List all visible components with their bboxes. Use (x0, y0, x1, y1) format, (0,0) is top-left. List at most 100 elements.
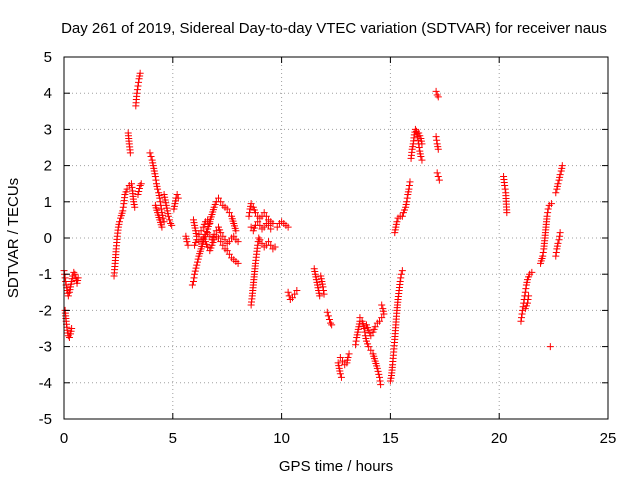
data-point (378, 314, 386, 322)
data-point (393, 218, 401, 226)
data-point (556, 232, 564, 240)
data-point (160, 218, 168, 226)
data-point (133, 89, 141, 97)
data-point (234, 259, 242, 267)
data-point (433, 136, 441, 144)
data-point (371, 323, 379, 331)
data-point (157, 205, 165, 213)
data-point (74, 274, 82, 282)
data-point (336, 370, 344, 378)
data-point (518, 314, 526, 322)
data-point (503, 209, 511, 217)
data-point (265, 238, 273, 246)
data-point (156, 198, 164, 206)
data-point (204, 229, 212, 237)
data-point (269, 220, 277, 228)
data-point (71, 270, 79, 278)
y-tick-label: -2 (39, 302, 52, 319)
data-point (115, 218, 123, 226)
data-point (522, 285, 530, 293)
data-point (554, 239, 562, 247)
data-point (156, 194, 164, 202)
data-point (417, 153, 425, 161)
data-point (396, 277, 404, 285)
data-point (336, 353, 344, 361)
data-point (339, 357, 347, 365)
y-tick-label: -4 (39, 375, 52, 392)
data-point (206, 220, 214, 228)
data-point (254, 218, 262, 226)
data-point (197, 227, 205, 235)
data-point (373, 364, 381, 372)
data-point (134, 82, 142, 90)
data-point (398, 267, 406, 275)
data-point (189, 277, 197, 285)
data-point (397, 270, 405, 278)
axis-ticks: 0 5 10 15 20 25 -5 -4 -3 -2 -1 0 1 2 3 4 5 (39, 49, 617, 447)
data-point (547, 200, 555, 208)
data-point (190, 274, 198, 282)
data-point (543, 212, 551, 220)
data-point (119, 203, 127, 211)
data-point (403, 198, 411, 206)
data-point (337, 373, 345, 381)
data-point (262, 212, 270, 220)
y-tick-label: 3 (44, 121, 52, 138)
data-point (558, 162, 566, 170)
x-tick-label: 15 (382, 430, 399, 447)
y-tick-label: 0 (44, 230, 52, 247)
data-point (167, 220, 175, 228)
data-point (136, 69, 144, 77)
data-point (260, 223, 268, 231)
data-point (435, 176, 443, 184)
y-tick-label: -3 (39, 339, 52, 356)
data-point (135, 188, 143, 196)
data-point (552, 252, 560, 260)
data-point (225, 250, 233, 258)
data-point (206, 232, 214, 240)
data-point (225, 209, 233, 217)
data-point (191, 270, 199, 278)
data-point (136, 182, 144, 190)
data-point (188, 281, 196, 289)
data-point (367, 346, 375, 354)
data-point (260, 209, 268, 217)
data-point (204, 216, 212, 224)
data-point (345, 350, 353, 358)
data-point (225, 238, 233, 246)
data-point (434, 145, 442, 153)
data-point (192, 264, 200, 272)
data-point (245, 212, 253, 220)
data-point (135, 185, 143, 193)
data-point (501, 182, 509, 190)
data-point (525, 292, 533, 300)
data-point (552, 248, 560, 256)
data-point (267, 241, 275, 249)
data-point (360, 325, 368, 332)
data-point (284, 223, 292, 231)
data-point (256, 236, 264, 244)
data-point (164, 212, 172, 220)
data-point (556, 171, 564, 179)
y-axis-label: SDTVAR / TECUs (5, 178, 22, 298)
data-point (434, 172, 442, 180)
data-point (433, 91, 441, 99)
data-point (254, 238, 262, 246)
data-point (159, 214, 167, 222)
x-tick-label: 10 (273, 430, 290, 447)
data-point (62, 277, 70, 285)
data-point (316, 292, 324, 300)
data-point (217, 229, 225, 237)
data-point (168, 221, 176, 229)
data-point (546, 343, 554, 351)
data-point (539, 248, 547, 256)
data-point (432, 87, 440, 95)
data-point (352, 337, 360, 345)
data-point (523, 299, 531, 307)
data-point (254, 241, 262, 249)
data-point (123, 185, 131, 193)
data-series (60, 69, 566, 389)
data-point (323, 308, 331, 316)
data-point (376, 317, 384, 325)
